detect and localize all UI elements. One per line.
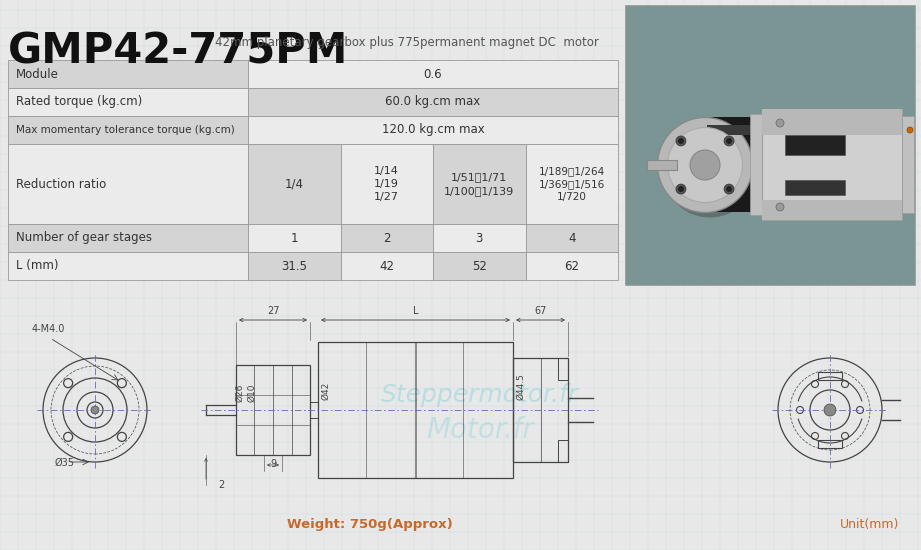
Circle shape [676,184,686,194]
Bar [647,160,677,170]
Text: Ø44.5: Ø44.5 [517,373,526,400]
Bar [248,116,618,144]
Bar [526,144,618,224]
Bar [248,252,341,280]
Ellipse shape [690,150,720,180]
Text: 31.5: 31.5 [281,260,308,272]
Text: 42: 42 [379,260,394,272]
Bar [558,440,568,462]
Bar [762,109,902,135]
Circle shape [91,406,99,414]
Text: 1/4: 1/4 [285,178,304,190]
Text: Ø42: Ø42 [321,382,331,400]
Text: Steppermotor.fr: Steppermotor.fr [192,190,368,210]
Bar [707,125,837,135]
Text: 62: 62 [565,260,579,272]
Bar [236,365,310,455]
Bar [318,342,513,478]
Bar [8,116,248,144]
Bar [433,252,526,280]
Bar [433,224,526,252]
Circle shape [776,203,784,211]
Text: 42mm planetary gearbox plus 775permanent magnet DC  motor: 42mm planetary gearbox plus 775permanent… [215,36,599,49]
Circle shape [676,136,686,146]
Circle shape [824,404,836,416]
Text: 1/189、1/264
1/369、1/516
1/720: 1/189、1/264 1/369、1/516 1/720 [539,166,605,202]
Text: 67: 67 [534,306,547,316]
Text: 0.6: 0.6 [424,68,442,80]
Bar [248,88,618,116]
Bar [818,372,842,380]
Bar [526,224,618,252]
Text: 4-M4.0: 4-M4.0 [32,324,65,334]
Bar [341,144,433,224]
Bar [785,135,845,155]
Bar [341,224,433,252]
Bar [526,252,618,280]
Circle shape [724,184,734,194]
Ellipse shape [658,118,752,212]
Bar [8,144,248,224]
Bar [625,5,915,285]
Text: Max momentary tolerance torque (kg.cm): Max momentary tolerance torque (kg.cm) [16,125,235,135]
Circle shape [776,119,784,127]
Text: Rated torque (kg.cm): Rated torque (kg.cm) [16,96,142,108]
Text: 2: 2 [383,232,391,245]
Bar [248,60,618,88]
Bar [785,180,845,195]
Circle shape [907,127,913,133]
Text: Motor.fr: Motor.fr [426,416,534,444]
Circle shape [726,138,732,144]
Text: 52: 52 [472,260,486,272]
Circle shape [678,186,684,192]
Text: 1/51、1/71
1/100、1/139: 1/51、1/71 1/100、1/139 [444,172,514,196]
Text: Unit(mm): Unit(mm) [840,518,900,531]
Bar [248,224,341,252]
Bar [248,144,341,224]
Text: 9: 9 [270,459,276,469]
Text: 60.0 kg.cm max: 60.0 kg.cm max [385,96,481,108]
Text: Number of gear stages: Number of gear stages [16,232,152,245]
Text: 1/14
1/19
1/27: 1/14 1/19 1/27 [374,166,399,202]
Bar [8,224,248,252]
Text: 4: 4 [568,232,576,245]
Bar [762,200,902,220]
Text: L: L [413,306,418,316]
Bar [513,358,568,462]
Bar [341,252,433,280]
Circle shape [678,138,684,144]
Ellipse shape [668,128,742,202]
Text: Reduction ratio: Reduction ratio [16,178,106,190]
Text: Ø10: Ø10 [248,383,257,402]
Bar [8,60,248,88]
Circle shape [724,136,734,146]
Bar [8,88,248,116]
Text: L (mm): L (mm) [16,260,59,272]
Text: Weight: 750g(Approx): Weight: 750g(Approx) [287,518,453,531]
Bar [433,144,526,224]
Text: 120.0 kg.cm max: 120.0 kg.cm max [381,124,484,136]
Bar [8,252,248,280]
Text: Ø35: Ø35 [55,458,75,468]
Text: 1: 1 [290,232,298,245]
Text: Module: Module [16,68,59,80]
Text: Steppermotor.fr: Steppermotor.fr [381,383,579,407]
Bar [762,109,902,220]
Bar [707,117,837,212]
Text: 3: 3 [475,232,483,245]
Text: 27: 27 [267,306,279,316]
Bar [818,440,842,448]
Circle shape [726,186,732,192]
Bar [902,116,914,213]
Text: 2: 2 [218,480,224,490]
Text: GMP42-775PM: GMP42-775PM [8,30,348,72]
Bar [310,402,318,418]
Text: Ø26: Ø26 [236,384,244,402]
Bar [750,114,762,215]
Ellipse shape [662,123,757,217]
Bar [558,358,568,380]
